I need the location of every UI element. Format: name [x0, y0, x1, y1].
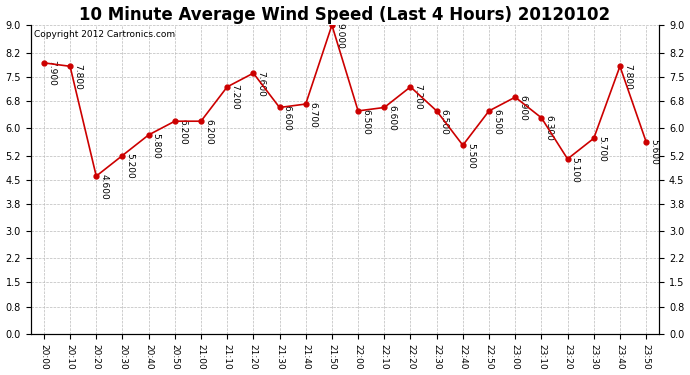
Text: 6.900: 6.900 — [518, 95, 527, 121]
Text: 6.500: 6.500 — [362, 108, 371, 134]
Text: 4.600: 4.600 — [99, 174, 108, 200]
Text: 5.600: 5.600 — [649, 140, 658, 165]
Text: 6.500: 6.500 — [492, 108, 501, 134]
Text: 6.500: 6.500 — [440, 108, 449, 134]
Text: 5.100: 5.100 — [571, 156, 580, 182]
Text: 7.200: 7.200 — [230, 84, 239, 110]
Text: Copyright 2012 Cartronics.com: Copyright 2012 Cartronics.com — [34, 30, 175, 39]
Text: 5.800: 5.800 — [152, 132, 161, 158]
Title: 10 Minute Average Wind Speed (Last 4 Hours) 20120102: 10 Minute Average Wind Speed (Last 4 Hou… — [79, 6, 611, 24]
Text: 7.200: 7.200 — [413, 84, 422, 110]
Text: 7.800: 7.800 — [73, 64, 82, 90]
Text: 6.600: 6.600 — [387, 105, 397, 131]
Text: 5.500: 5.500 — [466, 143, 475, 169]
Text: 6.200: 6.200 — [178, 119, 187, 144]
Text: 6.300: 6.300 — [544, 116, 553, 141]
Text: 6.600: 6.600 — [283, 105, 292, 131]
Text: 9.000: 9.000 — [335, 23, 344, 49]
Text: 7.600: 7.600 — [257, 71, 266, 97]
Text: 5.200: 5.200 — [126, 153, 135, 179]
Text: 7.900: 7.900 — [47, 60, 56, 86]
Text: 5.700: 5.700 — [597, 136, 606, 162]
Text: 7.800: 7.800 — [623, 64, 632, 90]
Text: 6.700: 6.700 — [309, 102, 318, 128]
Text: 6.200: 6.200 — [204, 119, 213, 144]
